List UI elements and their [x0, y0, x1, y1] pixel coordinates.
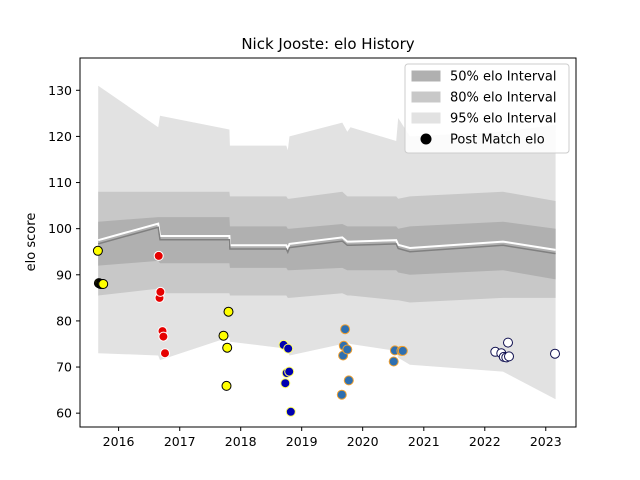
- post-match-point: [284, 366, 295, 377]
- chart-title: Nick Jooste: elo History: [241, 35, 414, 53]
- post-match-point: [503, 337, 513, 348]
- band-50-interval: [98, 217, 556, 280]
- x-tick-label: 2020: [347, 434, 379, 449]
- post-match-point: [550, 348, 560, 359]
- post-match-point: [221, 380, 232, 391]
- legend-swatch: [411, 91, 441, 103]
- prior-elo-line: [97, 222, 556, 252]
- y-tick-label: 100: [48, 221, 72, 236]
- legend-swatch: [411, 70, 441, 82]
- post-match-point: [388, 356, 399, 367]
- x-tick-label: 2018: [225, 434, 257, 449]
- legend-label: 80% elo Interval: [450, 91, 557, 106]
- post-match-point: [342, 344, 353, 355]
- post-match-point: [92, 245, 103, 256]
- y-axis-label: elo score: [24, 213, 39, 272]
- y-tick-label: 80: [56, 313, 72, 328]
- y-tick-label: 120: [48, 129, 72, 144]
- y-tick-label: 110: [48, 175, 72, 190]
- mean-elo-line: [98, 226, 556, 255]
- post-match-point: [218, 330, 229, 341]
- post-match-point: [340, 324, 351, 335]
- y-tick-label: 130: [48, 83, 72, 98]
- legend-box: [404, 63, 570, 154]
- y-tick-label: 60: [56, 406, 72, 421]
- x-tick-label: 2021: [408, 434, 440, 449]
- post-match-point: [160, 348, 170, 359]
- post-match-point: [504, 351, 514, 362]
- post-match-point: [280, 378, 291, 389]
- post-match-point: [285, 406, 296, 417]
- plot-area: [92, 85, 560, 417]
- legend: 50% elo Interval 80% elo Interval 95% elo …: [404, 63, 570, 154]
- post-match-point: [153, 250, 164, 261]
- post-match-point: [283, 343, 294, 354]
- post-match-point: [155, 286, 166, 297]
- post-match-point: [223, 306, 234, 317]
- legend-marker: [420, 133, 432, 145]
- y-tick-label: 90: [56, 267, 72, 282]
- x-tick-label: 2016: [103, 434, 135, 449]
- legend-label: 50% elo Interval: [450, 70, 557, 85]
- x-tick-label: 2019: [286, 434, 318, 449]
- legend-label: Post Match elo: [450, 133, 545, 148]
- axes: 2016 2017 2018 2019 2020 2021 2022 2023 60 70 80 90…: [48, 57, 577, 449]
- post-match-point: [343, 375, 354, 386]
- plot-frame: [79, 57, 577, 428]
- post-match-point: [397, 345, 408, 356]
- x-tick-label: 2023: [530, 434, 562, 449]
- y-tick-label: 70: [56, 360, 72, 375]
- x-tick-label: 2017: [164, 434, 196, 449]
- legend-swatch: [411, 112, 441, 124]
- post-match-point: [222, 342, 233, 353]
- post-match-point: [336, 389, 347, 400]
- x-tick-label: 2022: [469, 434, 501, 449]
- legend-label: 95% elo Interval: [450, 112, 557, 127]
- post-match-point: [158, 331, 169, 342]
- post-match-point: [98, 279, 109, 289]
